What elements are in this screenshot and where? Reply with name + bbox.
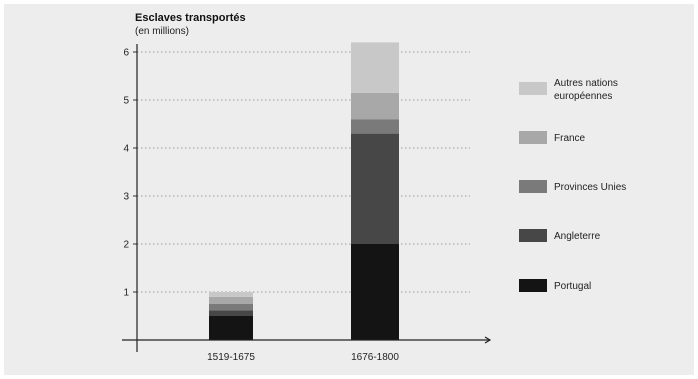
legend-label: européennes (554, 91, 612, 102)
y-tick-label: 1 (123, 288, 129, 299)
y-axis-title: Esclaves transportés (135, 12, 246, 24)
legend-label: Provinces Unies (554, 182, 626, 193)
legend-label: Portugal (554, 281, 591, 292)
bar-segment (209, 316, 253, 340)
legend-label: Angleterre (554, 231, 601, 242)
legend-swatch (519, 279, 547, 292)
x-axis-arrow (484, 336, 492, 344)
stacked-bar-chart: Esclaves transportés (en millions) 1 2 3 4 5… (122, 12, 626, 363)
y-axis-subtitle: (en millions) (135, 26, 189, 37)
bar-segment (351, 133, 399, 244)
legend-label: Autres nations (554, 78, 618, 89)
bar-segment (351, 42, 399, 93)
x-category-label: 1676-1800 (351, 352, 399, 363)
bar-segment (209, 296, 253, 304)
bar-segment (351, 119, 399, 134)
legend-swatch (519, 131, 547, 144)
bar-segment (209, 292, 253, 297)
bar-segment (209, 310, 253, 316)
legend-swatch (519, 180, 547, 193)
legend-swatch (519, 229, 547, 242)
legend-label: France (554, 133, 586, 144)
bar-segment (351, 244, 399, 340)
bar-segment (209, 304, 253, 311)
y-tick-label: 3 (123, 192, 129, 203)
chart-frame: Esclaves transportés (en millions) 1 2 3 4 5… (4, 4, 694, 375)
y-tick-label: 4 (123, 144, 129, 155)
x-category-label: 1519-1675 (207, 352, 255, 363)
y-tick-label: 5 (123, 96, 129, 107)
bar-segment (351, 92, 399, 120)
legend-swatch (519, 82, 547, 95)
y-tick-label: 6 (123, 48, 129, 59)
y-tick-label: 2 (123, 240, 129, 251)
